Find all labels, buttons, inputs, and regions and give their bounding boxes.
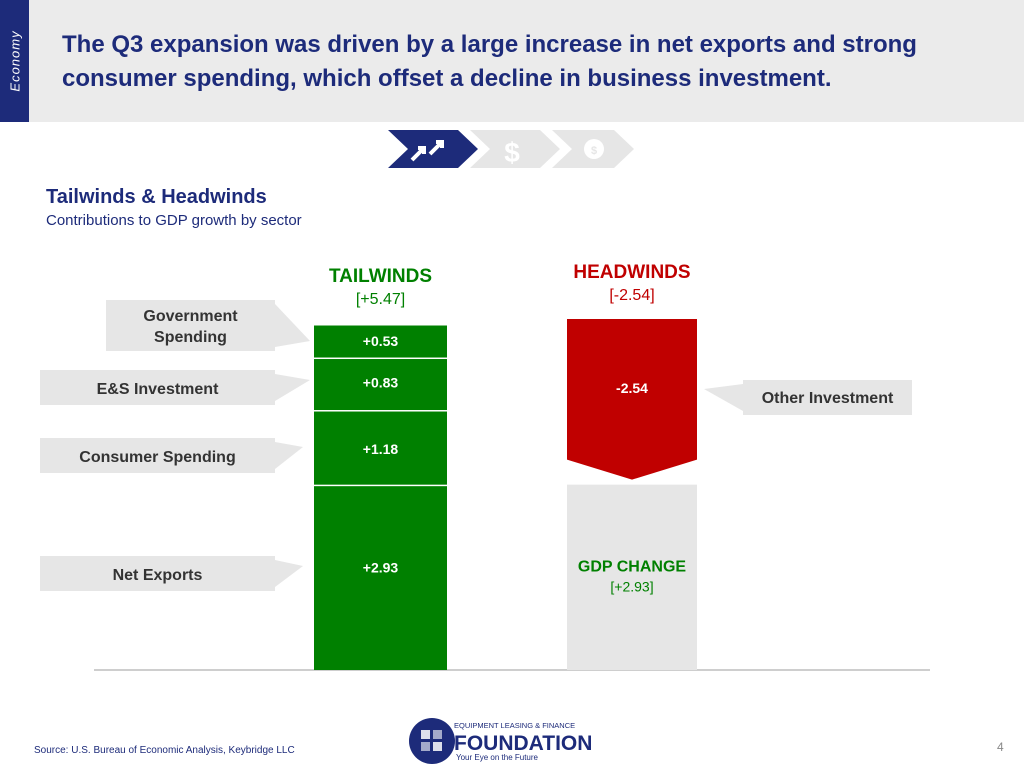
callout-box (40, 438, 275, 473)
data-label: +1.18 (363, 441, 399, 457)
head-gear-icon[interactable]: $ (552, 130, 634, 168)
logo-main-text: FOUNDATION (454, 732, 592, 755)
callout-pointer (275, 560, 303, 587)
data-label: -2.54 (616, 380, 648, 396)
callout-pointer (275, 442, 303, 469)
section-title: Tailwinds & Headwinds (46, 186, 267, 208)
svg-text:$: $ (504, 137, 520, 168)
callout-label: Other Investment (762, 390, 894, 407)
bar-segment (314, 325, 447, 358)
callout-box (40, 370, 275, 405)
result-bar (567, 484, 697, 670)
arrows-icon[interactable] (388, 130, 478, 168)
section-tab: Economy (0, 0, 29, 122)
callout-label: Spending (154, 329, 227, 346)
headwind-bar (567, 319, 697, 480)
callout-pointer (275, 304, 310, 347)
callout-label: Consumer Spending (79, 449, 235, 466)
data-label: +0.83 (363, 375, 399, 391)
bar-segment (314, 486, 447, 670)
result-label: [+2.93] (610, 579, 653, 595)
nav-icons: $ $ (388, 130, 634, 168)
data-label: +0.53 (363, 333, 399, 349)
callout-label: Government (143, 308, 238, 325)
result-title: GDP CHANGE (578, 559, 686, 576)
svg-text:$: $ (591, 145, 597, 157)
column-title: TAILWINDS (329, 266, 432, 287)
column-total-label: [-2.54] (609, 287, 654, 304)
bar-segment (314, 359, 447, 411)
callout-box (40, 556, 275, 591)
section-subtitle: Contributions to GDP growth by sector (46, 212, 302, 229)
page-number: 4 (997, 740, 1004, 754)
logo-globe-icon (409, 718, 455, 764)
logo-tagline: Your Eye on the Future (456, 753, 539, 762)
column-title: HEADWINDS (573, 262, 690, 283)
callout-pointer (704, 384, 743, 411)
logo-top-text: EQUIPMENT LEASING & FINANCE (454, 721, 575, 730)
foundation-logo: EQUIPMENT LEASING & FINANCE FOUNDATION Y… (409, 718, 592, 764)
bar-segment (314, 411, 447, 485)
callout-box (743, 380, 912, 415)
callout-pointer (275, 374, 310, 401)
source-note: Source: U.S. Bureau of Economic Analysis… (34, 745, 295, 756)
header-bar (0, 0, 1024, 122)
dollar-icon[interactable]: $ (470, 130, 560, 168)
callout-box (106, 300, 275, 351)
page-title: The Q3 expansion was driven by a large i… (62, 31, 917, 92)
waterfall-chart: TAILWINDS [+5.47] HEADWINDS [-2.54] +2.93 +1.… (40, 262, 930, 671)
callout-label: Net Exports (113, 567, 203, 584)
callout-label: E&S Investment (97, 381, 219, 398)
data-label: +2.93 (363, 560, 399, 576)
column-total-label: [+5.47] (356, 291, 405, 308)
